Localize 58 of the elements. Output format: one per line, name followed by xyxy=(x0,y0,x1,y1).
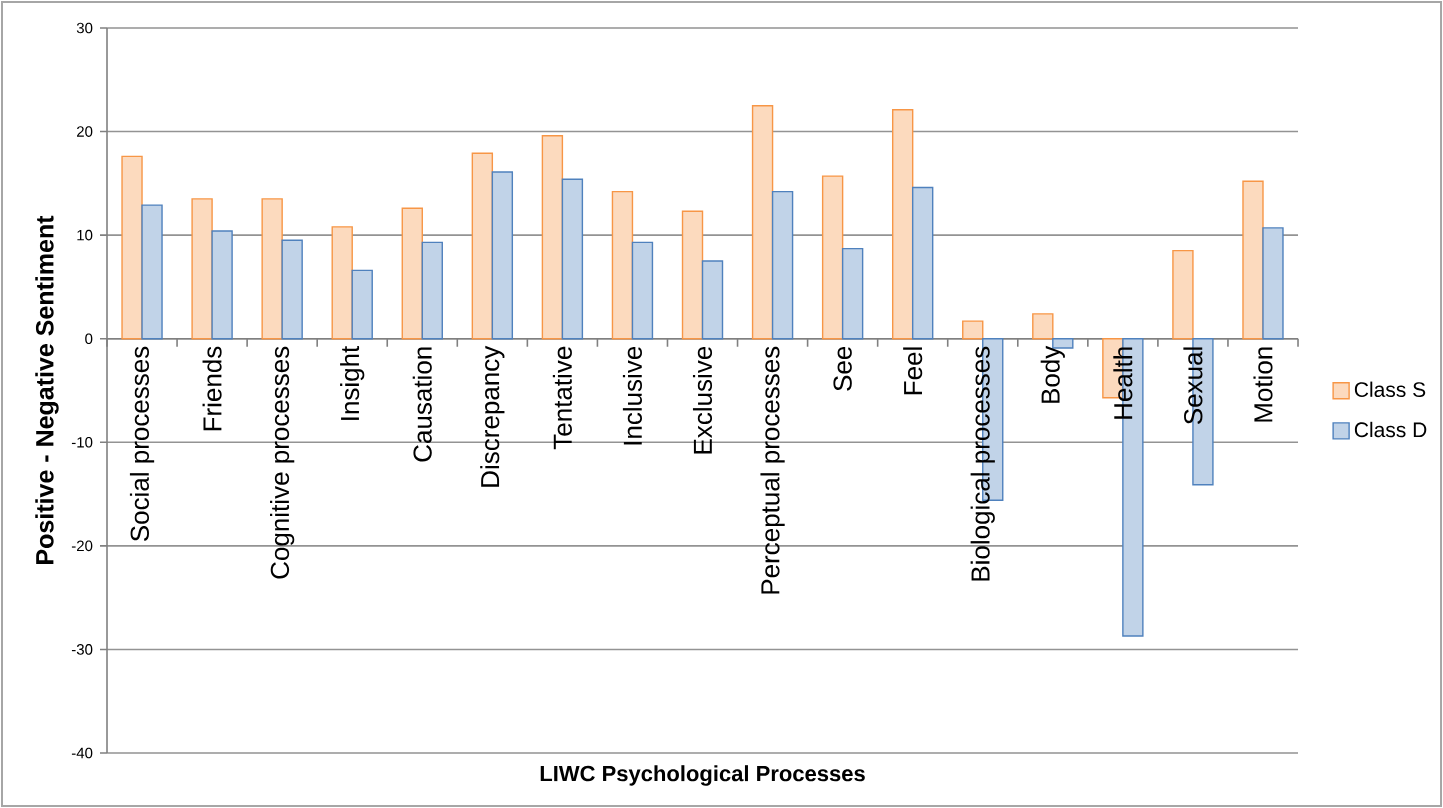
bar xyxy=(821,175,844,340)
bar xyxy=(121,155,143,340)
bar xyxy=(841,247,864,340)
bar xyxy=(1262,227,1284,340)
bar xyxy=(471,152,494,340)
x-tick-label: Tentative xyxy=(552,346,572,450)
bar xyxy=(962,320,984,340)
bar xyxy=(421,241,443,340)
x-tick-label: See xyxy=(833,346,852,391)
y-axis-title: Positive - Negative Sentiment xyxy=(35,215,59,564)
y-tick-label: 10 xyxy=(77,229,93,241)
y-tick-label: -30 xyxy=(71,644,93,655)
x-tick-label: Motion xyxy=(1253,347,1273,422)
x-axis-title: LIWC Psychological Processes xyxy=(540,765,865,786)
bar xyxy=(751,104,774,340)
bar xyxy=(331,226,353,340)
bar xyxy=(541,135,564,340)
x-tick-label: Discrepancy xyxy=(480,345,505,487)
bar xyxy=(491,171,514,340)
x-tick-label: Sexual xyxy=(1183,347,1203,425)
x-tick-label: Cognitive processes xyxy=(270,346,295,579)
legend-label: Class S xyxy=(1354,381,1426,398)
bar xyxy=(891,109,914,340)
bar xyxy=(561,178,584,340)
bar xyxy=(401,207,423,340)
bar xyxy=(631,241,654,340)
bar xyxy=(191,198,213,340)
bar xyxy=(611,190,634,340)
bar xyxy=(1242,180,1264,340)
y-tick-label: 30 xyxy=(76,22,93,34)
x-tick-label: Feel xyxy=(903,347,923,395)
legend-label: Class D xyxy=(1354,421,1427,438)
y-tick-label: -40 xyxy=(71,747,93,759)
bar xyxy=(211,230,233,340)
bar xyxy=(911,186,934,340)
y-tick-label: 0 xyxy=(85,333,93,345)
y-tick-label: 20 xyxy=(77,126,93,137)
bar xyxy=(1032,313,1054,340)
x-tick-label: Body xyxy=(1040,345,1065,403)
bar xyxy=(1172,249,1194,340)
x-tick-label: Exclusive xyxy=(692,346,713,454)
y-tick-label: -10 xyxy=(71,436,93,448)
bar xyxy=(681,210,704,340)
x-tick-label: Causation xyxy=(412,347,432,462)
bar xyxy=(771,190,794,340)
x-tick-label: Inclusive xyxy=(622,346,642,445)
y-tick-label: -20 xyxy=(71,540,93,552)
bar xyxy=(351,269,373,340)
x-tick-label: Social processes xyxy=(129,346,155,542)
x-tick-label: Friends xyxy=(202,346,222,431)
x-tick-label: Insight xyxy=(340,345,365,420)
x-tick-label: Health xyxy=(1113,347,1133,419)
bar xyxy=(281,239,303,340)
bar xyxy=(261,198,283,340)
x-tick-label: Perceptual processes xyxy=(760,346,785,594)
bar xyxy=(141,204,163,340)
bar xyxy=(701,260,724,340)
x-tick-label: Biological processes xyxy=(970,346,995,581)
